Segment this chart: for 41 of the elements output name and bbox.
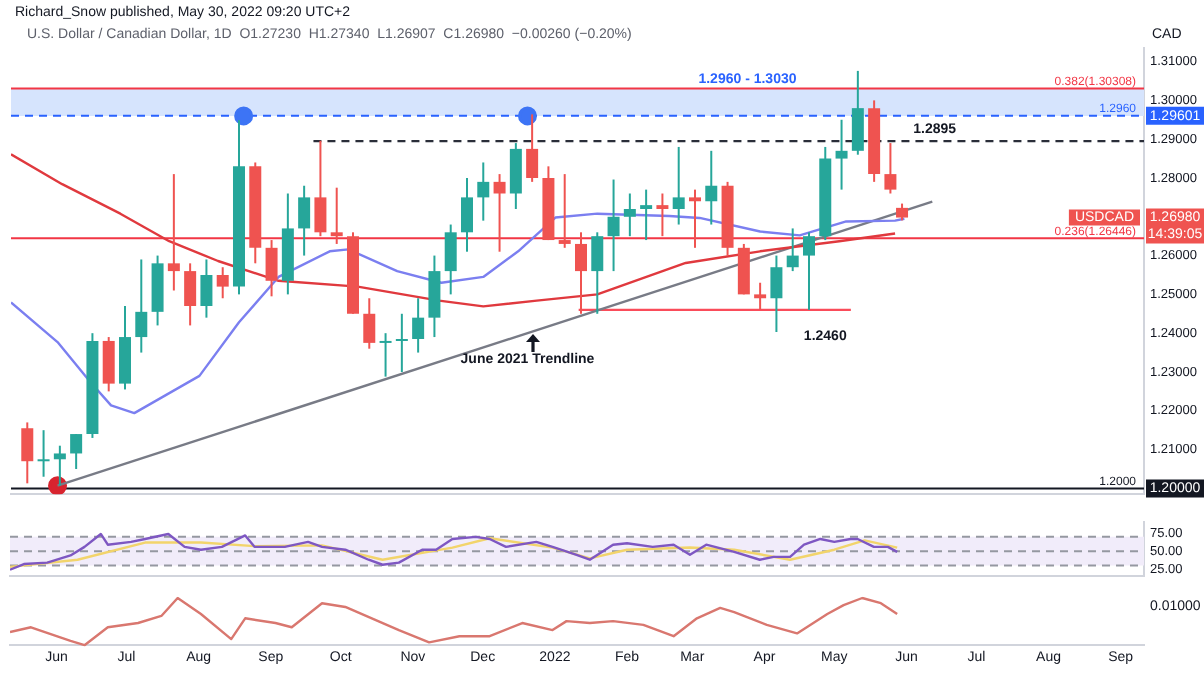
candlestick [705, 149, 718, 226]
candlestick [265, 239, 278, 298]
candlestick [444, 223, 457, 296]
candlestick [656, 192, 669, 238]
candlestick [135, 258, 148, 354]
candlestick [802, 231, 815, 311]
candlestick [558, 173, 571, 249]
candlestick [526, 113, 539, 183]
candlestick [688, 188, 701, 249]
candlestick [184, 262, 197, 327]
candlestick [623, 192, 636, 238]
candlestick [477, 161, 490, 222]
candlestick [379, 332, 392, 378]
candlestick [786, 227, 799, 273]
candlestick [70, 433, 83, 470]
candlestick [884, 142, 897, 195]
candlestick [640, 188, 653, 242]
candlestick [428, 254, 441, 339]
candlestick [314, 139, 327, 238]
candlestick [298, 184, 311, 257]
candlestick [835, 118, 848, 191]
candlestick [395, 312, 408, 373]
candlestick [167, 173, 180, 292]
candlestick [363, 297, 376, 350]
candlestick [412, 297, 425, 354]
candlestick [330, 186, 343, 245]
candlestick [460, 176, 473, 253]
candlestick [770, 254, 783, 334]
candlestick [216, 266, 229, 300]
candlestick [21, 421, 34, 485]
candlestick [607, 178, 620, 273]
candlestick [102, 336, 115, 393]
candlestick [509, 142, 522, 211]
candlestick [851, 69, 864, 156]
candlestick [591, 231, 604, 315]
candlestick [493, 173, 506, 253]
candlestick [200, 258, 213, 319]
candlestick [119, 305, 131, 391]
candlestick [737, 242, 750, 296]
candlestick [37, 429, 50, 478]
candlestick [672, 145, 685, 226]
